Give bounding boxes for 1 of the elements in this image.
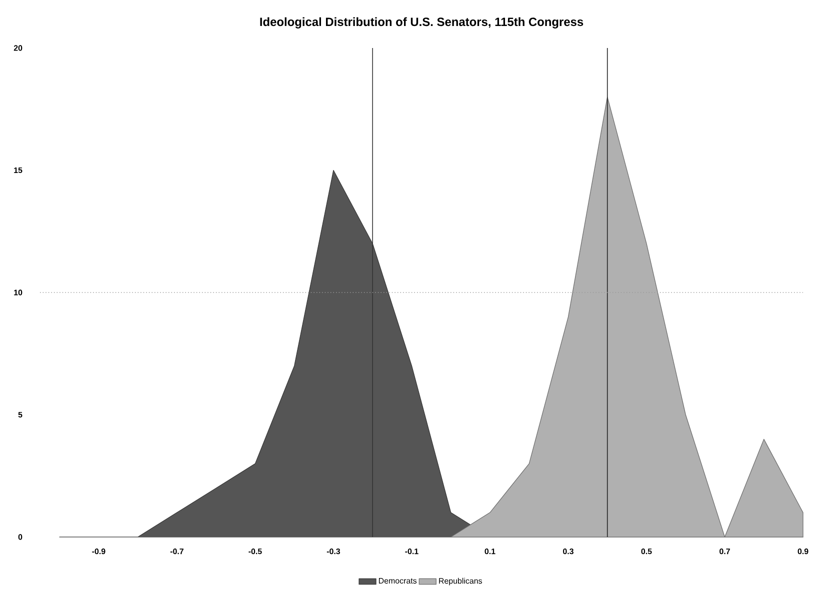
- chart-title: Ideological Distribution of U.S. Senators, 115th Congress: [260, 17, 584, 28]
